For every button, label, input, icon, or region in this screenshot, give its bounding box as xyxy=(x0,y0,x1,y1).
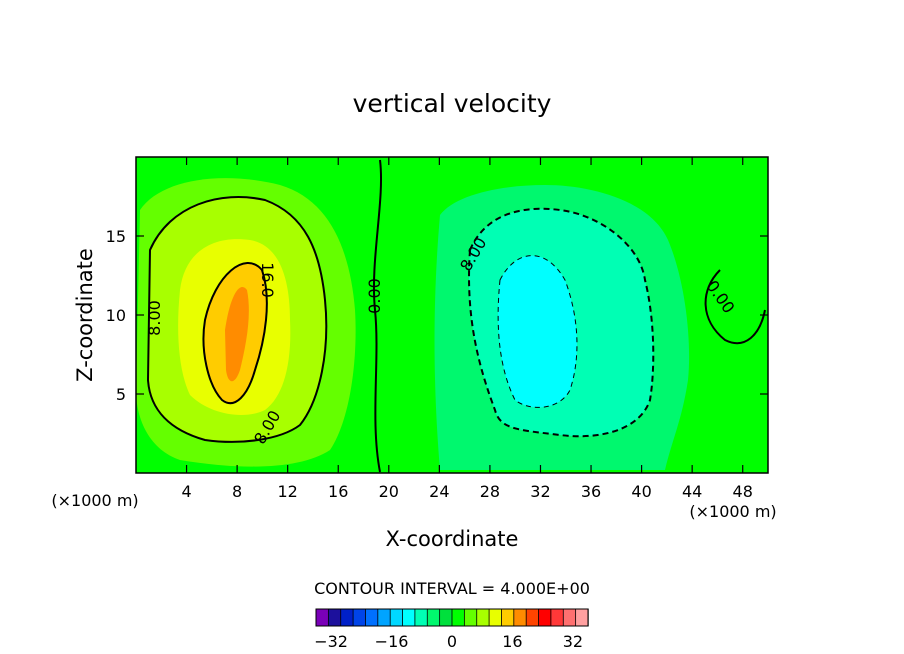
colorbar-tick-label: 0 xyxy=(447,632,457,651)
contour-label: 0.00 xyxy=(365,278,384,314)
colorbar-swatch xyxy=(538,608,552,627)
colorbar-swatch xyxy=(439,608,453,627)
x-tick-label: 20 xyxy=(379,482,399,501)
colorbar-tick-label: 32 xyxy=(563,632,583,651)
contour-minus12-line xyxy=(497,255,578,408)
plot-field xyxy=(136,157,768,473)
x-tick-label: 4 xyxy=(181,482,191,501)
colorbar-swatch xyxy=(451,608,466,627)
x-tick-label: 12 xyxy=(278,482,298,501)
contour-label: 8.00 xyxy=(145,300,164,336)
colorbar-swatch xyxy=(501,608,515,627)
x-axis-label: X-coordinate xyxy=(386,527,519,551)
colorbar: −32 −16 0 16 32 xyxy=(314,608,589,651)
x-unit-label-right: (×1000 m) xyxy=(689,502,776,521)
colorbar-frame xyxy=(315,608,589,627)
colorbar-swatch xyxy=(315,608,330,627)
x-tick-label: 48 xyxy=(733,482,753,501)
contour-interval-text: CONTOUR INTERVAL = 4.000E+00 xyxy=(314,579,590,598)
contour-minus8-line xyxy=(468,207,655,438)
x-tick-label: 40 xyxy=(631,482,651,501)
y-axis-label: Z-coordinate xyxy=(73,248,97,382)
contour-16-line xyxy=(202,262,268,405)
x-tick-label: 16 xyxy=(328,482,348,501)
x-unit-label: (×1000 m) xyxy=(51,491,138,510)
x-tick-label: 8 xyxy=(232,482,242,501)
y-axis: 5 10 15 xyxy=(106,227,768,404)
colorbar-swatch xyxy=(402,608,416,627)
x-tick-label: 44 xyxy=(682,482,702,501)
x-tick-label: 36 xyxy=(581,482,601,501)
colorbar-swatch xyxy=(327,608,342,627)
colorbar-swatch xyxy=(463,608,478,627)
colorbar-swatch xyxy=(476,608,490,627)
contour-8-line xyxy=(146,196,328,443)
y-tick-label: 5 xyxy=(116,385,126,404)
downdraft-core xyxy=(498,255,577,408)
colorbar-swatch xyxy=(488,608,503,627)
colorbar-swatch xyxy=(389,608,404,627)
x-tick-label: 32 xyxy=(530,482,550,501)
x-axis: 4 8 12 16 20 24 28 32 36 40 44 48 xyxy=(181,157,753,501)
x-tick-label: 28 xyxy=(480,482,500,501)
y-tick-label: 10 xyxy=(106,306,126,325)
colorbar-tick-label: −16 xyxy=(375,632,409,651)
y-tick-label: 15 xyxy=(106,227,126,246)
colorbar-swatch xyxy=(340,608,354,627)
x-tick-label: 24 xyxy=(429,482,449,501)
contour-zero-right-line xyxy=(704,269,766,345)
colorbar-swatch xyxy=(426,608,441,627)
colorbar-swatch xyxy=(365,608,379,627)
colorbar-swatch xyxy=(562,608,577,627)
chart-title: vertical velocity xyxy=(353,89,552,118)
colorbar-tick-label: 16 xyxy=(502,632,522,651)
colorbar-swatch xyxy=(377,608,391,627)
updraft-core xyxy=(225,286,249,382)
colorbar-swatch xyxy=(513,608,527,627)
contour-zero-line xyxy=(372,159,383,473)
colorbar-swatch xyxy=(352,608,367,627)
colorbar-swatch xyxy=(414,608,428,627)
colorbar-swatch xyxy=(575,608,589,627)
contour-label: 16.0 xyxy=(258,262,277,298)
colorbar-tick-label: −32 xyxy=(314,632,348,651)
colorbar-swatch xyxy=(550,608,564,627)
colorbar-swatch xyxy=(525,608,540,627)
